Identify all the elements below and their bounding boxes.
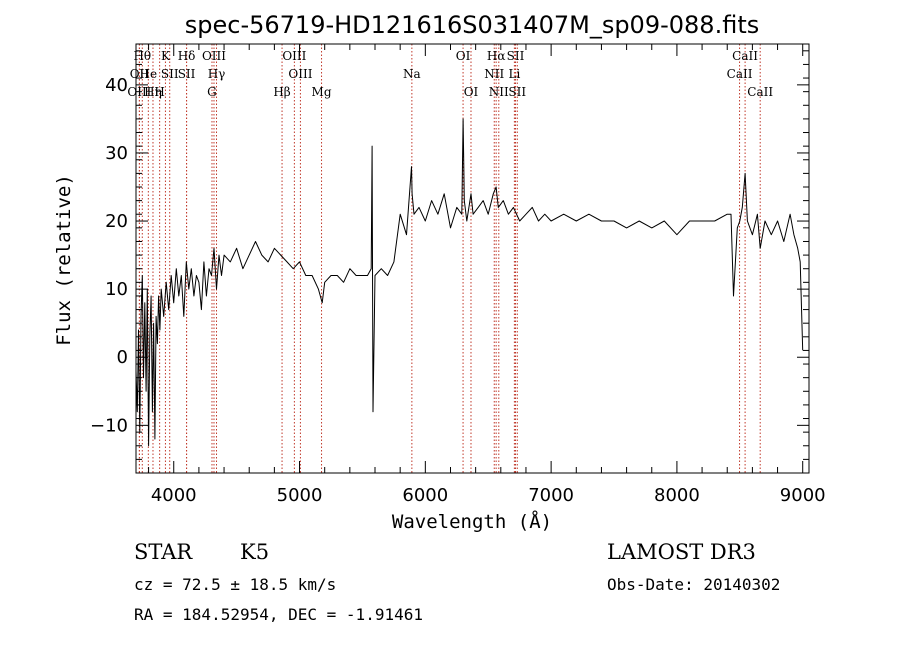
line-marker-label: SII <box>161 67 179 81</box>
line-marker-label: OII <box>130 67 150 81</box>
spectral-subclass: K5 <box>240 540 269 564</box>
x-axis-label: Wavelength (Å) <box>392 510 552 533</box>
x-tick-label: 7000 <box>528 485 574 506</box>
y-tick-label: 20 <box>105 211 128 232</box>
x-tick-label: 6000 <box>402 485 448 506</box>
chart-title: spec-56719-HD121616S031407M_sp09-088.fit… <box>185 11 759 39</box>
line-marker-label: Na <box>403 67 421 81</box>
series-layer <box>135 118 804 447</box>
x-tick-label: 4000 <box>151 485 197 506</box>
plot-frame <box>135 43 810 474</box>
y-tick-label: 10 <box>105 279 128 300</box>
line-marker-label: CaII <box>747 85 773 99</box>
x-tick-label: 5000 <box>277 485 323 506</box>
spectrum-line <box>135 118 804 447</box>
line-marker-label: SII <box>507 49 525 63</box>
y-axis-ticks: −10 0 10 20 30 40 <box>90 50 809 460</box>
object-class: STAR <box>134 540 193 564</box>
y-tick-label: 30 <box>105 143 128 164</box>
x-axis-ticks: 4000 5000 6000 7000 8000 9000 <box>148 44 826 506</box>
line-marker-label: He <box>140 67 158 81</box>
line-marker-label: Hδ <box>178 49 196 63</box>
y-axis-label: Flux (relative) <box>53 174 75 346</box>
x-tick-label: 8000 <box>654 485 700 506</box>
line-marker-label: H <box>154 85 164 99</box>
line-marker-label: Hθ <box>133 49 151 63</box>
line-marker-label: K <box>161 49 171 63</box>
y-tick-label: 0 <box>117 347 128 368</box>
line-marker-label: NII <box>489 85 509 99</box>
line-marker-label: Li <box>508 67 520 81</box>
coordinates-readout: RA = 184.52954, DEC = -1.91461 <box>134 605 423 624</box>
emission-line-markers <box>138 44 761 473</box>
line-marker-label: CaII <box>732 49 758 63</box>
y-tick-label: −10 <box>90 415 128 436</box>
observation-date: Obs-Date: 20140302 <box>607 575 780 594</box>
line-marker-label: OI <box>456 49 471 63</box>
line-marker-label: SII <box>508 85 526 99</box>
line-marker-label: Hα <box>487 49 506 63</box>
line-marker-label: SII <box>178 67 196 81</box>
survey-name: LAMOST DR3 <box>607 540 756 564</box>
line-marker-label: Hη <box>144 85 162 99</box>
line-marker-label: OIII <box>282 49 306 63</box>
line-marker-label: Hβ <box>273 85 290 99</box>
redshift-readout: cz = 72.5 ± 18.5 km/s <box>134 575 336 594</box>
line-marker-label: OIII <box>288 67 312 81</box>
line-marker-label: OI <box>464 85 479 99</box>
x-tick-label: 9000 <box>780 485 826 506</box>
line-marker-label: CaII <box>727 67 753 81</box>
line-marker-label: Mg <box>312 85 332 99</box>
line-marker-label: OIII <box>202 49 226 63</box>
line-marker-label: NII <box>484 67 504 81</box>
line-marker-label: G <box>207 85 217 99</box>
y-tick-label: 40 <box>105 75 128 96</box>
line-marker-label: Hγ <box>208 67 226 81</box>
